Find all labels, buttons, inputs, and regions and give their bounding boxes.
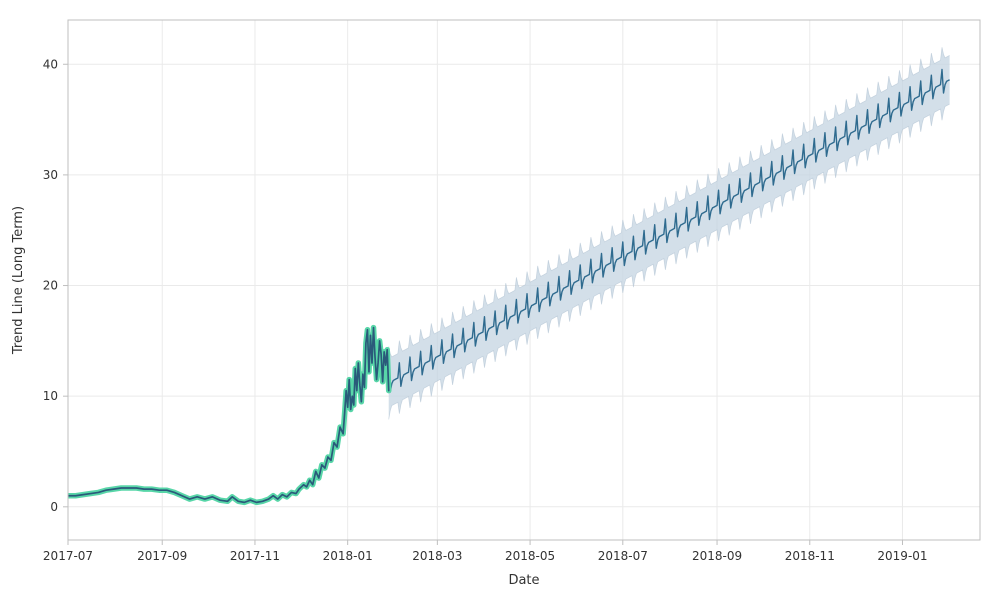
y-tick-label: 40	[43, 57, 58, 71]
x-tick-label: 2018-05	[505, 549, 555, 563]
x-tick-label: 2018-07	[598, 549, 648, 563]
x-tick-label: 2017-09	[137, 549, 187, 563]
x-axis-label: Date	[508, 573, 539, 588]
x-tick-label: 2018-11	[785, 549, 835, 563]
x-tick-label: 2018-03	[412, 549, 462, 563]
x-tick-label: 2017-07	[43, 549, 93, 563]
y-tick-label: 0	[50, 500, 58, 514]
y-tick-label: 20	[43, 279, 58, 293]
forecast-chart: 2017-07 2017-09 2017-11 2018-01 2018-03 2018-…	[0, 0, 1000, 600]
chart-container: 2017-07 2017-09 2017-11 2018-01 2018-03 2018-…	[0, 0, 1000, 600]
x-tick-label: 2019-01	[877, 549, 927, 563]
x-tick-label: 2017-11	[230, 549, 280, 563]
y-axis-label: Trend Line (Long Term)	[11, 206, 26, 355]
x-tick-label: 2018-09	[692, 549, 742, 563]
x-tick-label: 2018-01	[323, 549, 373, 563]
y-tick-label: 10	[43, 389, 58, 403]
y-tick-label: 30	[43, 168, 58, 182]
